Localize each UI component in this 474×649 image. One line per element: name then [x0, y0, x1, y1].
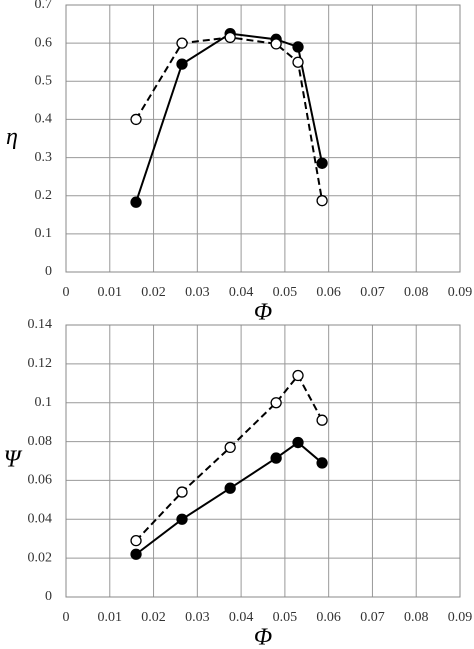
y-tick-label: 0.02	[28, 550, 53, 565]
x-tick-label: 0.08	[404, 610, 429, 625]
x-tick-label: 0.08	[404, 285, 429, 300]
marker	[270, 452, 282, 464]
x-tick-label: 0.07	[360, 610, 385, 625]
y-tick-label: 0.14	[28, 317, 53, 332]
y-tick-label: 0.1	[35, 226, 53, 241]
marker	[292, 369, 304, 382]
x-tick-label: 0.04	[229, 610, 254, 625]
y-tick-label: 0.7	[35, 0, 53, 12]
y-tick-label: 0.2	[35, 188, 53, 203]
x-tick-label: 0.02	[141, 285, 166, 300]
marker	[176, 58, 188, 70]
x-tick-label: 0.07	[360, 285, 385, 300]
x-tick-label: 0.03	[185, 285, 210, 300]
marker	[316, 157, 328, 169]
y-tick-label: 0.3	[35, 150, 53, 165]
y-tick-label: 0.4	[35, 112, 53, 127]
y-tick-label: 0.08	[28, 434, 53, 449]
series-line	[135, 32, 324, 203]
marker	[292, 56, 304, 68]
marker	[224, 441, 236, 454]
y-tick-label: 0.04	[28, 512, 53, 527]
x-tick-label: 0.05	[273, 610, 298, 625]
marker	[176, 486, 188, 498]
x-tick-label: 0	[63, 610, 70, 625]
marker	[224, 31, 236, 44]
x-tick-label: 0.02	[141, 610, 166, 625]
marker	[292, 436, 304, 449]
marker	[130, 113, 142, 126]
x-tick-label: 0.05	[273, 285, 298, 300]
y-tick-label: 0.12	[28, 356, 53, 371]
axis-label: Φ	[254, 300, 272, 326]
plot-frame	[65, 324, 461, 598]
marker	[270, 397, 282, 409]
marker	[130, 548, 142, 560]
marker	[176, 513, 188, 525]
x-tick-label: 0.09	[448, 285, 473, 300]
marker	[224, 482, 236, 494]
plot-frame	[65, 4, 461, 273]
marker	[176, 37, 188, 49]
series-line	[135, 441, 323, 556]
marker	[270, 38, 282, 50]
x-tick-label: 0	[63, 285, 70, 300]
marker	[316, 457, 328, 469]
marker	[316, 195, 328, 207]
marker	[316, 414, 328, 426]
marker	[292, 41, 304, 53]
y-tick-label: 0.6	[35, 35, 53, 50]
x-tick-label: 0.06	[316, 610, 341, 625]
series-line	[135, 36, 324, 201]
x-tick-label: 0.09	[448, 610, 473, 625]
y-tick-label: 0	[45, 589, 52, 604]
x-tick-label: 0.03	[185, 610, 210, 625]
axis-label: Φ	[254, 625, 272, 649]
y-tick-label: 0	[45, 264, 52, 279]
x-tick-label: 0.01	[98, 610, 123, 625]
axis-label: η	[6, 124, 18, 150]
x-tick-label: 0.04	[229, 285, 254, 300]
y-tick-label: 0.5	[35, 74, 53, 89]
y-tick-label: 0.06	[28, 473, 53, 488]
y-tick-label: 0.1	[35, 395, 53, 410]
x-tick-label: 0.06	[316, 285, 341, 300]
marker	[130, 535, 142, 547]
marker	[130, 196, 142, 208]
axis-label: Ψ	[4, 447, 23, 473]
x-tick-label: 0.01	[98, 285, 123, 300]
series-line	[135, 373, 323, 542]
